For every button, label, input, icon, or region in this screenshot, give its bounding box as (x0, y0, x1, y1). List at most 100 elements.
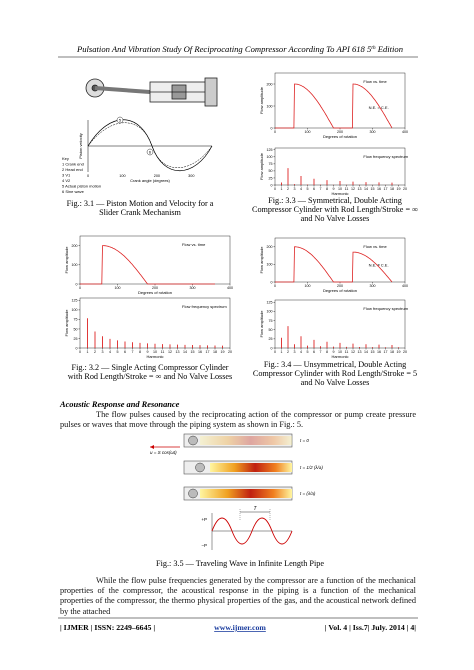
y-tick-label: 75 (269, 162, 273, 166)
x-tick-label: 6 (313, 350, 315, 354)
x-tick-label: 0 (79, 350, 81, 354)
caption: Fig.: 3.5 — Traveling Wave in Infinite L… (156, 559, 324, 568)
callout: 6 (149, 150, 152, 155)
crank-mechanism (85, 77, 218, 107)
x-tick-label: 18 (213, 350, 217, 354)
x-tick-label: 6 (313, 187, 315, 191)
x-tick-label: 300 (190, 286, 196, 290)
footer-right: | Vol. 4 | Iss.7| July. 2014 | 4| (325, 623, 416, 632)
x-tick-label: 5 (307, 350, 309, 354)
axis-label: Flow amplitude (259, 152, 264, 180)
motion-label: u = S cos(ωt) (150, 450, 177, 455)
y-tick-label: 0 (76, 282, 78, 286)
axis-label: Degrees of rotation (323, 134, 357, 139)
x-tick-label: 16 (198, 350, 202, 354)
y-tick-label: 0 (271, 183, 273, 187)
x-tick-label: 19 (221, 350, 225, 354)
x-tick-label: 100 (305, 284, 311, 288)
x-tick-label: 9 (147, 350, 149, 354)
x-tick-label: 5 (117, 350, 119, 354)
legend: Flow vs. time (363, 79, 387, 84)
x-tick-label: 15 (371, 350, 375, 354)
x-tick-label: 8 (139, 350, 141, 354)
y-tick-label: 100 (72, 308, 78, 312)
y-tick-label: 125 (72, 299, 78, 303)
y-tick-label: 200 (267, 245, 273, 249)
x-tick-label: 300 (370, 130, 376, 134)
caption-line: and No Valve Losses (301, 214, 370, 223)
y-tick-label: 75 (269, 319, 273, 323)
y-tick-label: 75 (74, 318, 78, 322)
y-tick-label: 50 (74, 327, 78, 331)
key-item: 1 Crank end (62, 162, 84, 167)
x-tick-label: 13 (358, 187, 362, 191)
x-tick-label: 0 (274, 350, 276, 354)
x-tick-label: 1 (281, 187, 283, 191)
x-tick-label: 3 (102, 350, 104, 354)
caption: Fig.: 3.2 — Single Acting Compressor Cyl… (68, 363, 232, 381)
x-tick-label: 17 (384, 350, 388, 354)
axis-label: Degrees of rotation (138, 290, 172, 295)
footer-link[interactable]: www.ijmer.com (214, 623, 266, 632)
x-tick-label: 4 (300, 350, 302, 354)
x-tick-label: 7 (320, 187, 322, 191)
key-item: 2 Head end (62, 167, 83, 172)
y-tick-label: 0 (271, 280, 273, 284)
amp-label: +P (201, 517, 207, 522)
x-tick-label: 400 (402, 284, 408, 288)
y-tick-label: 0 (271, 126, 273, 130)
footer-left: | IJMER | ISSN: 2249–6645 | (60, 623, 155, 632)
y-tick-label: 100 (267, 263, 273, 267)
axis-label: Flow amplitude (64, 309, 69, 337)
y-tick-label: 200 (72, 244, 78, 248)
caption-line: Fig.: 3.1 — Piston Motion and Velocity f… (67, 199, 214, 208)
velocity-plot: 5 6 Piston velocity Crank angle (degrees… (78, 116, 213, 183)
x-tick-label: 200 (154, 174, 160, 178)
wave (211, 509, 293, 550)
x-tick-label: 19 (397, 187, 401, 191)
x-tick-label: 1 (281, 350, 283, 354)
x-tick-label: 16 (377, 187, 381, 191)
caption: Fig.: 3.3 — Symmetrical, Double ActingCo… (252, 196, 418, 223)
y-tick-label: 100 (267, 310, 273, 314)
x-tick-label: 4 (109, 350, 111, 354)
x-tick-label: 10 (153, 350, 157, 354)
y-tick-label: 25 (74, 337, 78, 341)
y-tick-label: 125 (267, 148, 273, 152)
x-tick-label: 20 (403, 350, 407, 354)
axis-label: Degrees of rotation (323, 288, 357, 293)
x-tick-label: 11 (161, 350, 165, 354)
x-tick-label: 7 (320, 350, 322, 354)
time-label: t = (λ/a) (300, 491, 316, 496)
axis-label: Harmonic (331, 354, 348, 359)
x-tick-label: 0 (274, 130, 276, 134)
x-tick-label: 16 (377, 350, 381, 354)
legend: Flow frequency spectrum (363, 154, 408, 159)
x-tick-label: 11 (345, 350, 349, 354)
x-tick-label: 14 (364, 350, 368, 354)
x-tick-label: 3 (294, 350, 296, 354)
x-tick-label: 2 (287, 350, 289, 354)
caption-line: Compressor Cylinder with Rod Length/Stro… (253, 369, 417, 378)
axis-label: Flow amplitude (259, 310, 264, 338)
caption: Fig.: 3.1 — Piston Motion and Velocity f… (67, 199, 214, 217)
x-tick-label: 11 (345, 187, 349, 191)
y-tick-label: 50 (269, 169, 273, 173)
header-title: Pulsation And Vibration Study Of Recipro… (76, 44, 403, 54)
axis-label: Crank angle (degrees) (130, 178, 170, 183)
axis-label: Harmonic (331, 191, 348, 196)
x-tick-label: 13 (358, 350, 362, 354)
x-tick-label: 100 (119, 174, 125, 178)
x-tick-label: 200 (337, 284, 343, 288)
caption-line: Fig.: 3.3 — Symmetrical, Double Acting (268, 196, 402, 205)
x-tick-label: 100 (115, 286, 121, 290)
x-tick-label: 20 (228, 350, 232, 354)
x-tick-label: 17 (384, 187, 388, 191)
y-tick-label: 200 (267, 82, 273, 86)
time-label: t = 1/2 (λ/a) (300, 465, 323, 470)
pipes (150, 433, 293, 501)
y-tick-label: 25 (269, 337, 273, 341)
